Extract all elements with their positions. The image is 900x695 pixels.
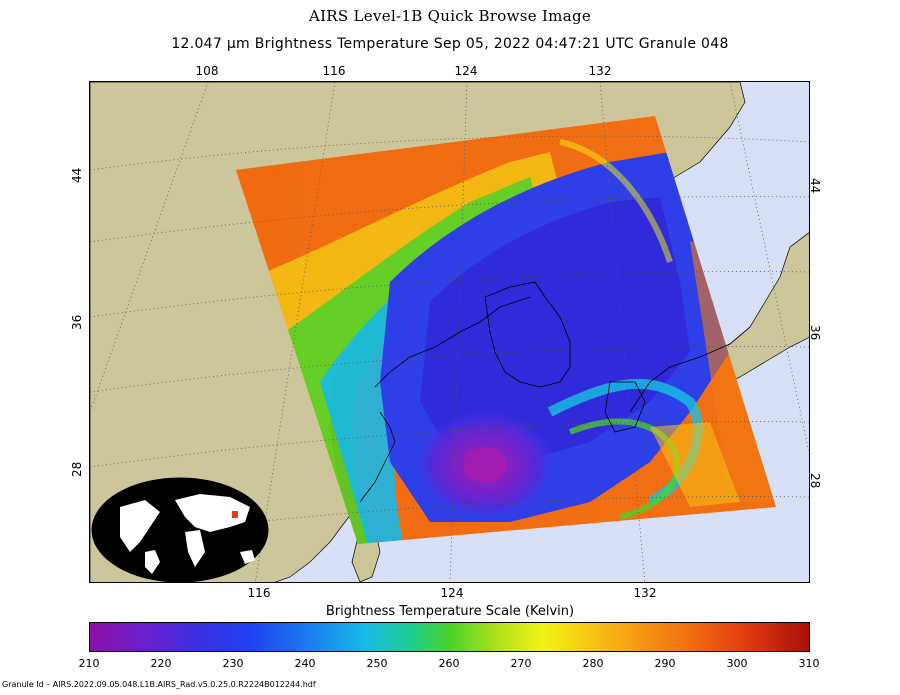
granule-id-footer: Granule Id – AIRS.2022.09.05.048.L1B.AIR… [2,680,316,689]
lat-tick-left: 36 [70,314,84,330]
colorscale-title: Brightness Temperature Scale (Kelvin) [325,604,575,619]
lat-tick-right: 28 [808,473,822,489]
lat-tick-left: 44 [70,167,84,183]
colorscale-label: 290 [654,657,676,670]
lat-tick-left: 28 [70,461,84,477]
lon-tick-top: 124 [454,64,478,78]
lon-tick-bottom: 132 [633,586,657,600]
colorscale-bar [89,622,810,652]
colorscale-label: 230 [222,657,244,670]
coastlines [359,281,751,503]
lat-tick-right: 44 [808,178,822,194]
colorscale-label: 250 [366,657,388,670]
graticule [90,82,809,582]
lon-tick-bottom: 116 [247,586,271,600]
colorscale-label: 260 [438,657,460,670]
image-subtitle: 12.047 µm Brightness Temperature Sep 05,… [171,36,729,52]
lon-tick-top: 108 [195,64,219,78]
lon-tick-top: 116 [322,64,346,78]
colorscale-label: 280 [582,657,604,670]
colorscale-label: 220 [150,657,172,670]
map-canvas [90,82,809,582]
inset-marker [232,511,238,518]
image-title: AIRS Level-1B Quick Browse Image [308,7,592,25]
colorscale-label: 270 [510,657,532,670]
colorscale-label: 310 [798,657,820,670]
colorscale-label: 210 [78,657,100,670]
world-inset [91,477,269,582]
lon-tick-bottom: 124 [440,586,464,600]
colorscale-label: 300 [726,657,748,670]
map-panel [89,81,810,583]
lon-tick-top: 132 [588,64,612,78]
lat-tick-right: 36 [808,325,822,341]
colorscale-label: 240 [294,657,316,670]
inset-land [120,494,255,574]
